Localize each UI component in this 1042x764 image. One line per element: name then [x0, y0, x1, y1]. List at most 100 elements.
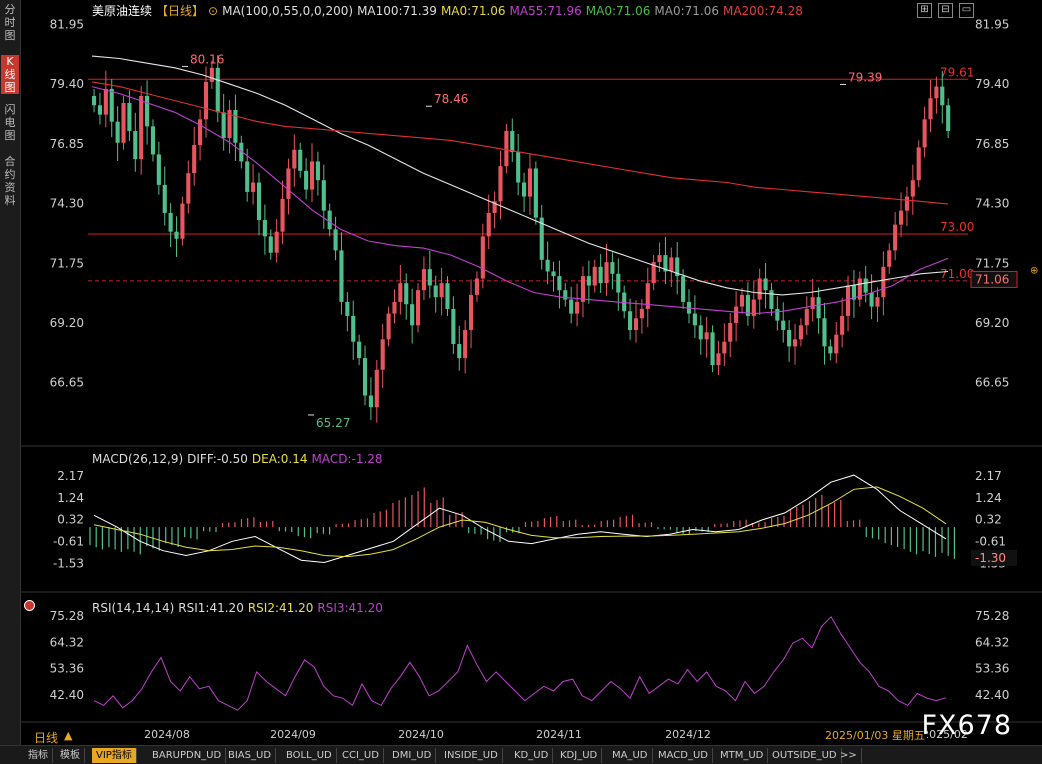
indicator-tab-4[interactable]: BIAS_UD	[224, 748, 277, 763]
candle-body	[510, 131, 515, 153]
tab-contract-info[interactable]: 合约资料	[4, 155, 16, 207]
tab-time-sharing[interactable]: 分时图	[4, 3, 16, 42]
minimize-icon[interactable]: ⊟	[938, 3, 953, 18]
tab-lightning[interactable]: 闪电图	[4, 103, 16, 142]
candle-body	[398, 283, 403, 302]
indicator-tab-9[interactable]: KD_UD	[510, 748, 554, 763]
annotation-label-3: 79.39	[848, 70, 882, 84]
ma-line-ma100	[91, 55, 949, 296]
candle-body	[751, 299, 756, 316]
candle-body	[333, 229, 338, 251]
chart-canvas: 81.95 81.95 79.40 79.40 76.85 76.85 74.30 74.30…	[20, 18, 1042, 741]
macd-dea-value: DEA:0.14	[251, 452, 308, 466]
indicator-tab-14[interactable]: OUTSIDE_UD	[768, 748, 842, 763]
candle-body	[704, 332, 709, 340]
candle-body	[474, 278, 479, 295]
y-tick-left-3: 74.30	[50, 197, 84, 211]
candle-body	[351, 315, 356, 342]
indicator-tab-13[interactable]: MTM_UD	[716, 748, 769, 763]
indicator-tab-bar: 指标 模板 VIP指标 BARUPDN_UD BIAS_UD BOLL_UD CCI_UD D…	[0, 745, 1042, 764]
indicator-tab-5[interactable]: BOLL_UD	[282, 748, 337, 763]
candle-body	[251, 182, 256, 192]
window-controls: ⊞ ⊟ ▭	[911, 2, 974, 18]
macd-dea-line	[93, 486, 947, 558]
candle-body	[692, 313, 697, 326]
indicator-tab-2[interactable]: VIP指标	[92, 748, 137, 763]
candle-body	[775, 308, 780, 321]
candle-body	[781, 320, 786, 330]
tab-kline[interactable]: K线图	[1, 55, 19, 94]
period-label[interactable]: 【日线】	[156, 4, 205, 18]
candle-body	[716, 353, 721, 366]
current-price-label: 71.06	[975, 272, 1009, 286]
indicator-tab-1[interactable]: 模板	[56, 748, 85, 763]
rsi-tick-right-3: 42.40	[975, 688, 1009, 702]
indicator-tab-10[interactable]: KDJ_UD	[556, 748, 603, 763]
candle-body	[292, 149, 297, 169]
candle-body	[645, 283, 650, 309]
indicator-tab-8[interactable]: INSIDE_UD	[440, 748, 503, 763]
y-tick-left-4: 71.75	[50, 256, 84, 270]
candle-body	[451, 308, 456, 345]
candle-body	[221, 112, 226, 139]
macd-current-tag	[971, 549, 1017, 566]
candle-body	[557, 276, 562, 291]
candle-body	[551, 271, 556, 277]
candle-body	[362, 358, 368, 396]
maximize-icon[interactable]: ▭	[959, 3, 974, 18]
ma-value-2: MA55:71.96	[509, 4, 582, 18]
indicator-tab-3[interactable]: BARUPDN_UD	[148, 748, 227, 763]
candle-body	[256, 182, 262, 220]
grid-icon[interactable]: ⊞	[917, 3, 932, 18]
candle-body	[457, 344, 462, 359]
candle-body	[286, 168, 291, 199]
candle-body	[586, 276, 591, 286]
candle-body	[386, 313, 391, 340]
period-footer-label[interactable]: 日线	[34, 731, 59, 745]
candle-body	[315, 161, 320, 181]
rsi-tick-right-2: 53.36	[975, 662, 1009, 676]
candle-body	[816, 297, 821, 319]
candle-body	[480, 236, 485, 279]
candle-body	[580, 276, 586, 302]
candle-body	[893, 224, 898, 251]
rsi-tick-right-0: 75.28	[975, 609, 1009, 623]
candle-body	[539, 217, 544, 260]
indicator-tab-11[interactable]: MA_UD	[608, 748, 653, 763]
candle-body	[527, 168, 533, 197]
candle-body	[887, 250, 892, 267]
candle-body	[150, 126, 156, 155]
candle-body	[139, 95, 144, 160]
candle-body	[928, 98, 933, 120]
candle-body	[563, 290, 568, 300]
candle-body	[698, 325, 703, 340]
candle-body	[380, 339, 385, 370]
candle-body	[910, 180, 915, 197]
y-tick-right-3: 74.30	[975, 197, 1009, 211]
indicator-tab-0[interactable]: 指标	[24, 748, 53, 763]
macd-tick-left-4: -1.53	[53, 556, 84, 570]
candle-body	[97, 105, 103, 115]
expand-triangle-icon[interactable]: ▲	[64, 729, 73, 742]
candle-body	[710, 332, 715, 366]
candle-body	[192, 145, 197, 174]
candle-body	[881, 266, 886, 298]
candle-body	[787, 329, 792, 347]
indicator-tab-15[interactable]: >>	[836, 748, 862, 763]
candle-body	[663, 255, 668, 272]
candle-body	[145, 95, 150, 127]
indicator-toggle-icon[interactable]	[24, 600, 35, 611]
y-tick-left-2: 76.85	[50, 137, 84, 151]
view-switcher: 分时图 K线图 闪电图 合约资料	[0, 0, 21, 745]
indicator-tab-6[interactable]: CCI_UD	[338, 748, 384, 763]
macd-tick-left-0: 2.17	[57, 469, 84, 483]
candle-body	[445, 283, 450, 309]
settings-icon[interactable]: ⊙	[208, 4, 219, 18]
indicator-tab-7[interactable]: DMI_UD	[388, 748, 437, 763]
ma-legend: 美原油连续 【日线】 ⊙ MA(100,0,55,0,0,200) MA100:71.3…	[92, 2, 811, 18]
indicator-tab-12[interactable]: MACD_UD	[654, 748, 713, 763]
candle-body	[280, 198, 285, 232]
annotation-label-0: 80.16	[190, 52, 224, 66]
candle-body	[198, 119, 203, 146]
candle-body	[622, 292, 627, 312]
